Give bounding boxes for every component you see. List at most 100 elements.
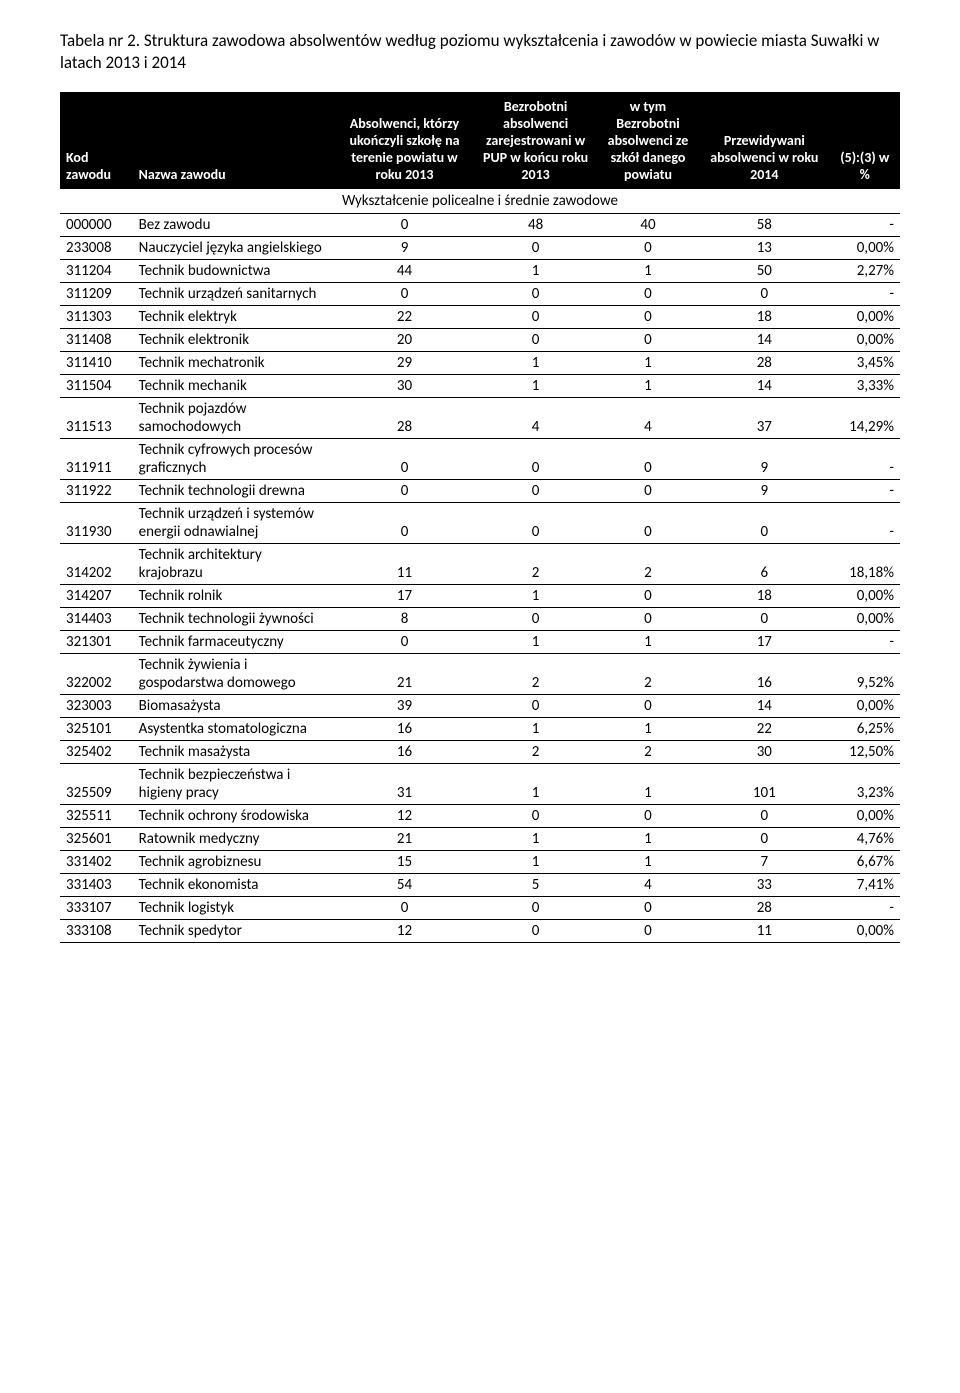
cell-name: Technik urządzeń i systemów energii odna… <box>133 503 335 544</box>
cell-value: 1 <box>474 631 597 654</box>
cell-percent: 4,76% <box>830 828 900 851</box>
cell-value: 4 <box>597 398 699 439</box>
cell-percent: 18,18% <box>830 544 900 585</box>
cell-value: 0 <box>474 608 597 631</box>
cell-value: 44 <box>335 260 475 283</box>
table-row: 311922Technik technologii drewna0009- <box>60 480 900 503</box>
section-row: Wykształcenie policealne i średnie zawod… <box>60 189 900 214</box>
table-row: 311513Technik pojazdów samochodowych2844… <box>60 398 900 439</box>
table-caption: Tabela nr 2. Struktura zawodowa absolwen… <box>60 30 900 74</box>
cell-kod: 314403 <box>60 608 133 631</box>
table-body: Wykształcenie policealne i średnie zawod… <box>60 189 900 943</box>
header-nazwa: Nazwa zawodu <box>133 92 335 189</box>
cell-value: 54 <box>335 874 475 897</box>
table-row: 331402Technik agrobiznesu151176,67% <box>60 851 900 874</box>
cell-kod: 323003 <box>60 695 133 718</box>
cell-value: 40 <box>597 214 699 237</box>
cell-value: 0 <box>597 805 699 828</box>
cell-value: 22 <box>699 718 830 741</box>
cell-value: 0 <box>335 480 475 503</box>
table-row: 311209Technik urządzeń sanitarnych0000- <box>60 283 900 306</box>
cell-kod: 311303 <box>60 306 133 329</box>
cell-percent: 0,00% <box>830 920 900 943</box>
cell-value: 0 <box>474 306 597 329</box>
cell-value: 8 <box>335 608 475 631</box>
cell-percent: 0,00% <box>830 585 900 608</box>
cell-value: 16 <box>699 654 830 695</box>
cell-name: Nauczyciel języka angielskiego <box>133 237 335 260</box>
cell-value: 2 <box>474 544 597 585</box>
cell-name: Technik mechatronik <box>133 352 335 375</box>
cell-value: 13 <box>699 237 830 260</box>
cell-value: 0 <box>474 237 597 260</box>
cell-value: 17 <box>335 585 475 608</box>
cell-percent: 6,67% <box>830 851 900 874</box>
cell-kod: 311408 <box>60 329 133 352</box>
cell-value: 0 <box>335 439 475 480</box>
cell-value: 29 <box>335 352 475 375</box>
cell-value: 0 <box>335 503 475 544</box>
cell-value: 7 <box>699 851 830 874</box>
header-col6: Przewidywani absolwenci w roku 2014 <box>699 92 830 189</box>
table-row: 321301Technik farmaceutyczny01117- <box>60 631 900 654</box>
header-col5: w tym Bezrobotni absolwenci ze szkół dan… <box>597 92 699 189</box>
cell-name: Technik bezpieczeństwa i higieny pracy <box>133 764 335 805</box>
cell-value: 11 <box>335 544 475 585</box>
cell-name: Technik ochrony środowiska <box>133 805 335 828</box>
cell-value: 0 <box>699 283 830 306</box>
cell-name: Technik urządzeń sanitarnych <box>133 283 335 306</box>
table-row: 314202Technik architektury krajobrazu112… <box>60 544 900 585</box>
cell-value: 0 <box>597 329 699 352</box>
cell-value: 0 <box>597 585 699 608</box>
cell-value: 2 <box>597 544 699 585</box>
section-label: Wykształcenie policealne i średnie zawod… <box>60 189 900 214</box>
cell-percent: - <box>830 480 900 503</box>
cell-percent: 14,29% <box>830 398 900 439</box>
header-col4: Bezrobotni absolwenci zarejestrowani w P… <box>474 92 597 189</box>
cell-value: 0 <box>335 214 475 237</box>
cell-value: 2 <box>597 741 699 764</box>
cell-kod: 333108 <box>60 920 133 943</box>
cell-value: 0 <box>474 805 597 828</box>
cell-value: 14 <box>699 329 830 352</box>
cell-value: 0 <box>597 920 699 943</box>
cell-kod: 325601 <box>60 828 133 851</box>
cell-value: 0 <box>335 897 475 920</box>
cell-percent: 3,45% <box>830 352 900 375</box>
cell-value: 0 <box>597 306 699 329</box>
cell-kod: 314202 <box>60 544 133 585</box>
cell-name: Technik żywienia i gospodarstwa domowego <box>133 654 335 695</box>
cell-kod: 331402 <box>60 851 133 874</box>
cell-value: 31 <box>335 764 475 805</box>
cell-kod: 000000 <box>60 214 133 237</box>
cell-value: 4 <box>474 398 597 439</box>
cell-kod: 311504 <box>60 375 133 398</box>
table-row: 000000Bez zawodu0484058- <box>60 214 900 237</box>
cell-value: 18 <box>699 306 830 329</box>
cell-kod: 311922 <box>60 480 133 503</box>
cell-value: 0 <box>474 897 597 920</box>
cell-value: 50 <box>699 260 830 283</box>
table-row: 325511Technik ochrony środowiska120000,0… <box>60 805 900 828</box>
cell-kod: 322002 <box>60 654 133 695</box>
cell-percent: 6,25% <box>830 718 900 741</box>
table-row: 325402Technik masażysta16223012,50% <box>60 741 900 764</box>
header-row: Kod zawodu Nazwa zawodu Absolwenci, któr… <box>60 92 900 189</box>
cell-value: 11 <box>699 920 830 943</box>
cell-value: 6 <box>699 544 830 585</box>
cell-value: 1 <box>474 851 597 874</box>
cell-value: 2 <box>597 654 699 695</box>
cell-percent: 2,27% <box>830 260 900 283</box>
cell-name: Technik mechanik <box>133 375 335 398</box>
cell-value: 1 <box>597 631 699 654</box>
cell-name: Technik pojazdów samochodowych <box>133 398 335 439</box>
cell-value: 0 <box>597 480 699 503</box>
cell-value: 48 <box>474 214 597 237</box>
cell-value: 16 <box>335 741 475 764</box>
cell-value: 0 <box>597 283 699 306</box>
table-row: 311303Technik elektryk2200180,00% <box>60 306 900 329</box>
cell-percent: 0,00% <box>830 329 900 352</box>
cell-value: 1 <box>597 718 699 741</box>
table-head: Kod zawodu Nazwa zawodu Absolwenci, któr… <box>60 92 900 189</box>
cell-value: 17 <box>699 631 830 654</box>
